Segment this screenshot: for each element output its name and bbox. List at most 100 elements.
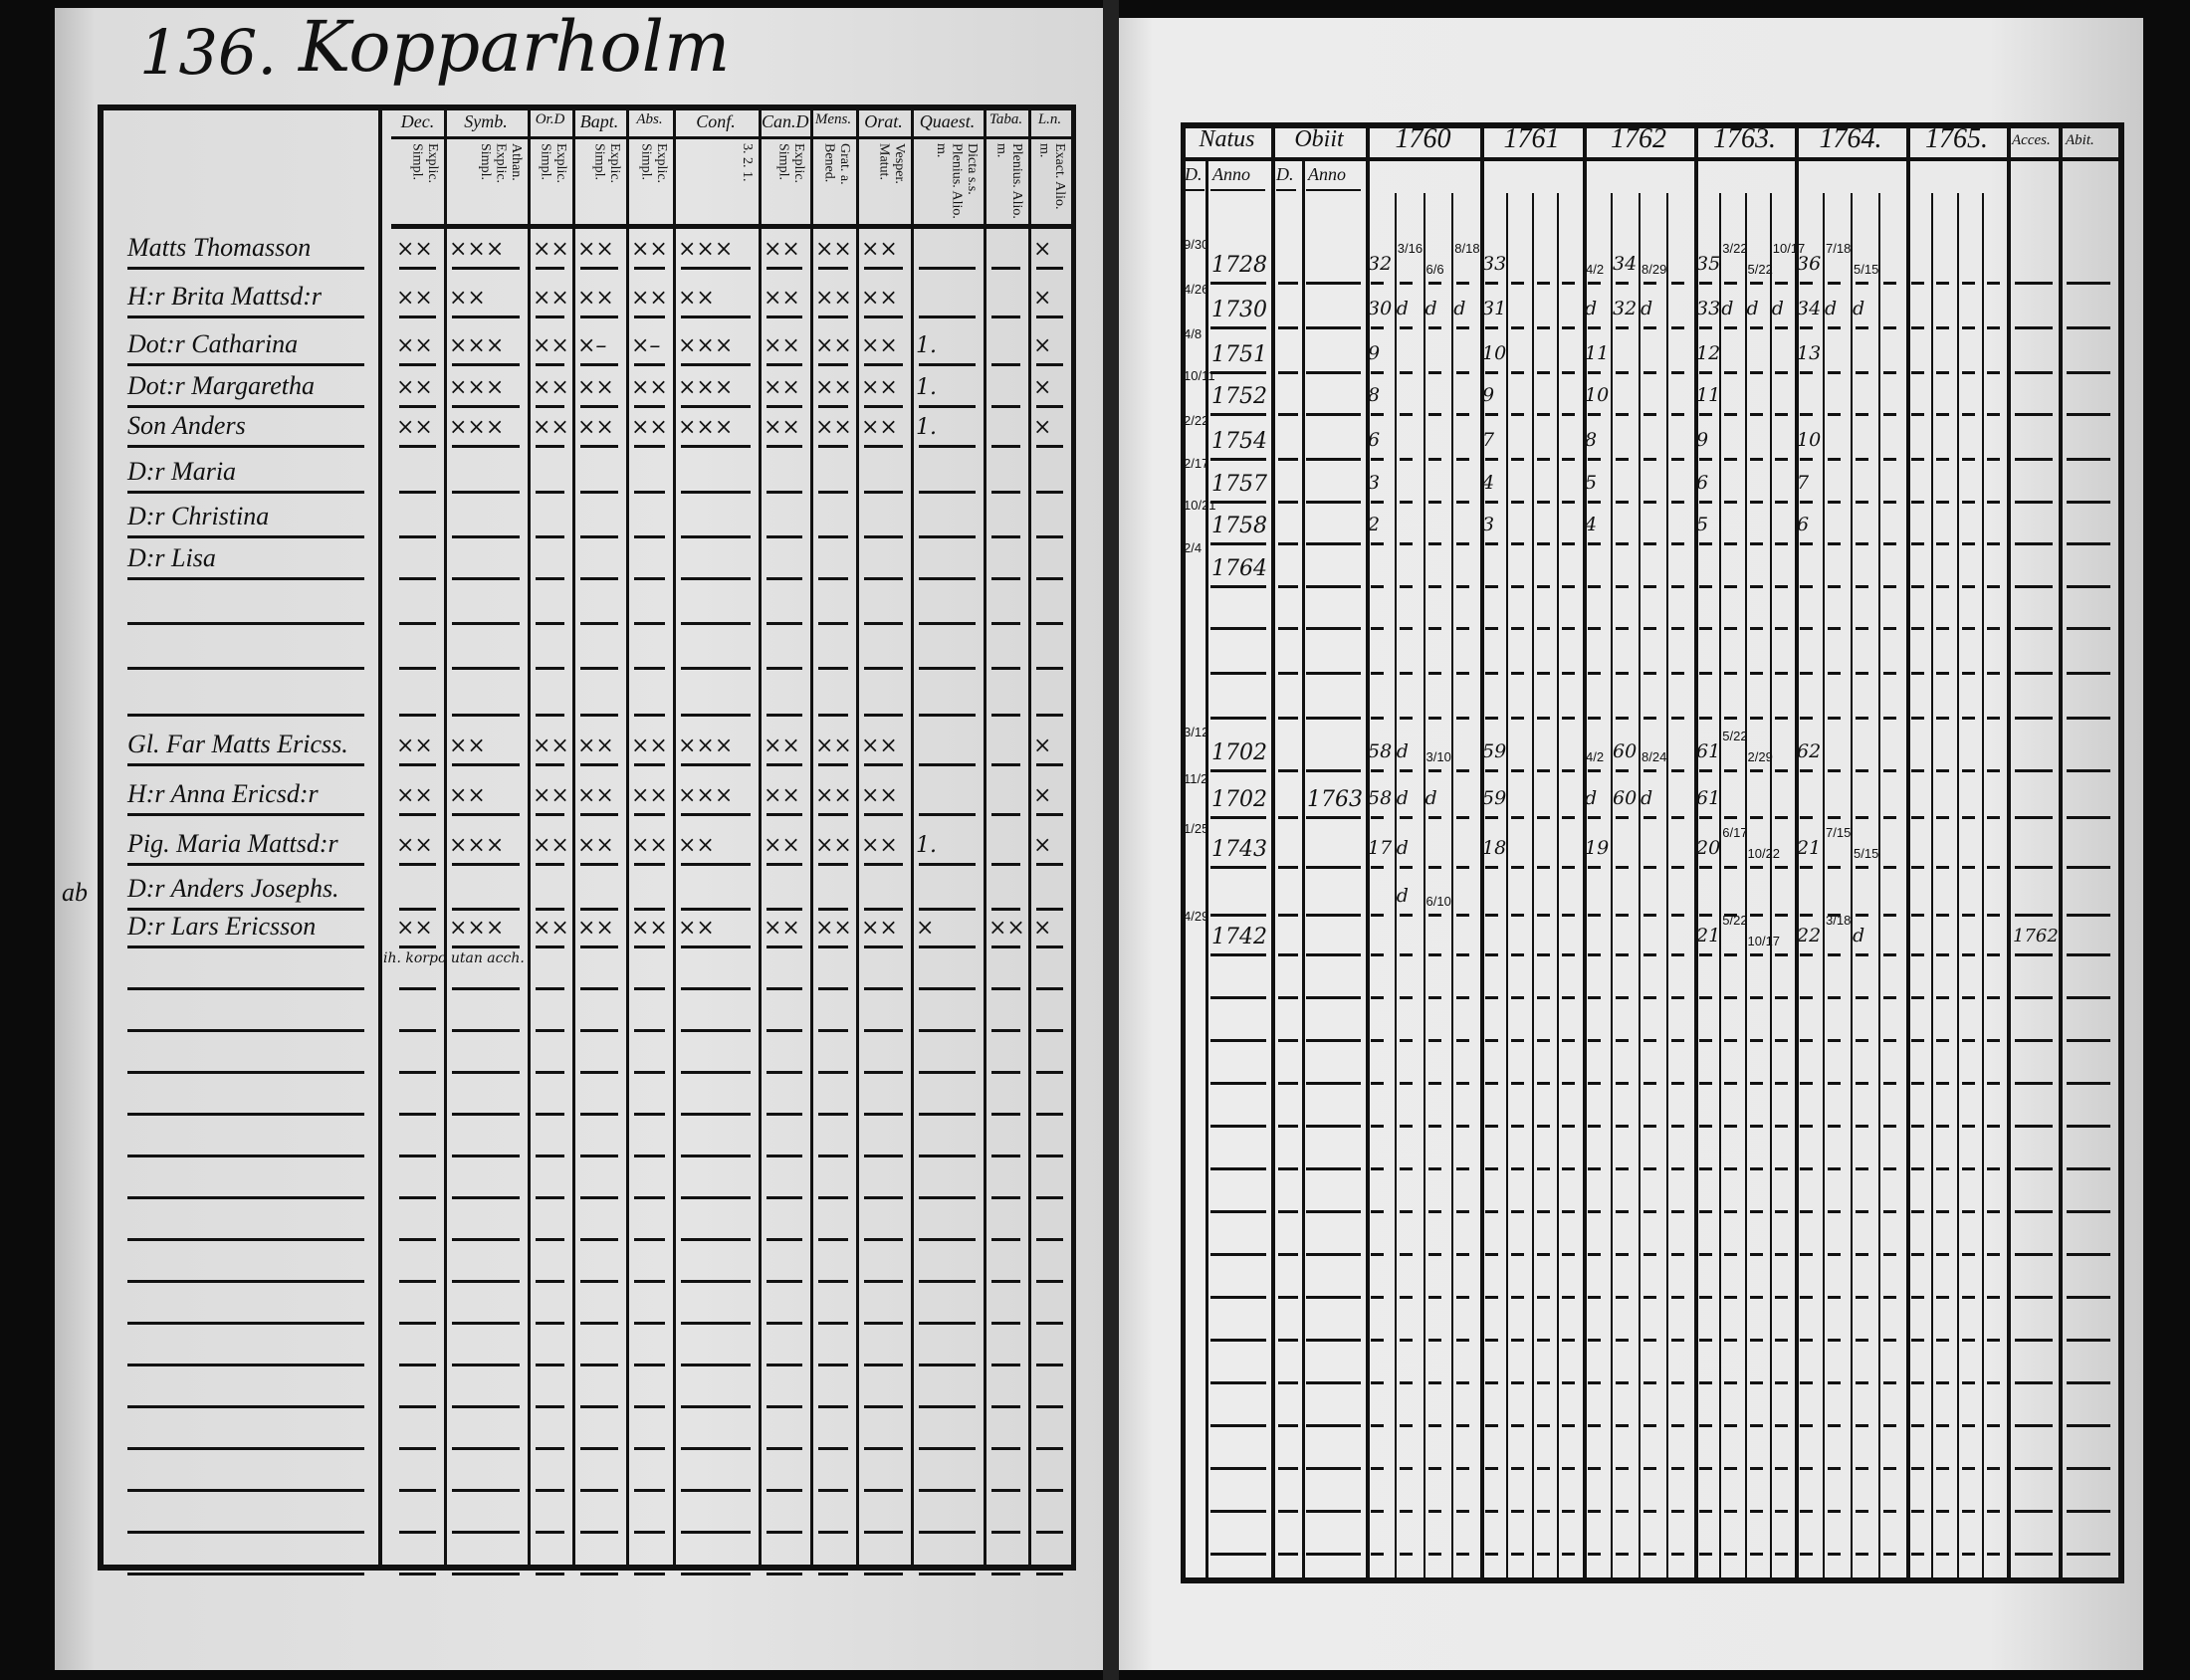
catechism-mark: ×× (396, 375, 433, 400)
cell-underline (1774, 717, 1788, 720)
cell-underline (919, 535, 976, 538)
cell-underline (2067, 769, 2110, 772)
cell-underline (1427, 1381, 1441, 1384)
cell-underline (1278, 1296, 1298, 1299)
cell-underline (1278, 1039, 1298, 1042)
cell-underline (991, 535, 1020, 538)
cell-underline (864, 1238, 903, 1241)
cell-underline (580, 714, 618, 717)
name-underline (127, 622, 364, 625)
cell-underline (991, 1238, 1020, 1241)
ruling-line (1276, 189, 1296, 191)
cell-underline (1588, 1424, 1601, 1427)
cell-underline (1911, 1253, 1924, 1256)
cell-underline (1911, 282, 1924, 285)
catechism-mark: × (1033, 783, 1052, 808)
cell-underline (1562, 413, 1576, 416)
name-underline (127, 1029, 364, 1032)
cell-underline (580, 1573, 618, 1575)
cell-underline (634, 1155, 665, 1157)
person-name: D:r Anders Josephs. (127, 874, 339, 903)
catechism-mark: ×× (861, 237, 898, 262)
cell-underline (1278, 542, 1298, 545)
header-year: 1763. (1713, 123, 1776, 154)
cell-underline (1399, 953, 1413, 956)
cell-underline (634, 714, 665, 717)
cell-underline (1371, 996, 1384, 999)
cell-underline (1371, 458, 1384, 461)
cell-underline (991, 763, 1020, 766)
cell-underline (634, 1238, 665, 1241)
cell-underline (2067, 501, 2110, 504)
cell-underline (1485, 996, 1498, 999)
cell-underline (2015, 769, 2053, 772)
birth-year: 1764 (1211, 556, 1267, 581)
cell-underline (1510, 371, 1524, 374)
person-name: H:r Anna Ericsd:r (127, 779, 319, 808)
cell-underline (1456, 1125, 1470, 1128)
cell-underline (1883, 501, 1896, 504)
cell-underline (1800, 585, 1813, 588)
cell-underline (1036, 714, 1063, 717)
cell-underline (681, 667, 751, 670)
cell-underline (1510, 585, 1524, 588)
cell-underline (1671, 953, 1684, 956)
birth-day: 4/26 (1184, 282, 1209, 297)
cell-underline (1699, 1424, 1712, 1427)
age-entry: 34 (1613, 253, 1638, 275)
cell-underline (1774, 953, 1788, 956)
cell-underline (2015, 996, 2053, 999)
cell-underline (1828, 585, 1841, 588)
cell-underline (399, 987, 436, 990)
catechism-mark: ×– (631, 333, 661, 358)
cell-underline (1371, 953, 1384, 956)
cell-underline (864, 1405, 903, 1408)
cell-underline (1936, 1381, 1950, 1384)
cell-underline (1536, 1510, 1550, 1513)
cell-underline (681, 267, 751, 270)
cell-underline (399, 1155, 436, 1157)
cell-underline (1961, 1467, 1975, 1470)
cell-underline (1724, 1467, 1738, 1470)
birth-day: 1/25 (1184, 821, 1209, 836)
cell-underline (1800, 1125, 1813, 1128)
cell-underline (1485, 458, 1498, 461)
cell-underline (1562, 914, 1576, 917)
cell-underline (1588, 816, 1601, 819)
cell-underline (1485, 1125, 1498, 1128)
cell-underline (1371, 282, 1384, 285)
cell-underline (1856, 542, 1868, 545)
cell-underline (580, 763, 618, 766)
catechism-mark: ×× (815, 734, 852, 758)
cell-underline (1399, 672, 1413, 675)
cell-underline (1588, 1296, 1601, 1299)
cell-underline (1562, 1553, 1576, 1556)
cell-underline (1399, 1039, 1413, 1042)
cell-underline (1828, 1467, 1841, 1470)
cell-underline (399, 945, 436, 948)
cell-underline (1036, 1113, 1063, 1116)
cell-underline (1536, 1381, 1550, 1384)
cell-underline (1671, 1125, 1684, 1128)
catechism-mark: ×× (815, 237, 852, 262)
cell-underline (1883, 413, 1896, 416)
catechism-mark: ×× (396, 286, 433, 311)
cell-underline (1749, 1510, 1763, 1513)
cell-underline (580, 445, 618, 448)
cell-underline (1911, 717, 1924, 720)
cell-underline (536, 1405, 564, 1408)
cell-underline (919, 945, 976, 948)
cell-underline (1774, 1424, 1788, 1427)
cell-underline (1036, 363, 1063, 366)
cell-underline (1371, 816, 1384, 819)
birth-year: 1742 (1211, 925, 1267, 949)
cell-underline (1456, 1296, 1470, 1299)
age-entry: d (1746, 298, 1759, 319)
cell-underline (1588, 371, 1601, 374)
cell-underline (1800, 996, 1813, 999)
cell-underline (1371, 1253, 1384, 1256)
cell-underline (2015, 717, 2053, 720)
cell-underline (1883, 769, 1896, 772)
cell-underline (1883, 1082, 1896, 1085)
cell-underline (452, 491, 520, 494)
